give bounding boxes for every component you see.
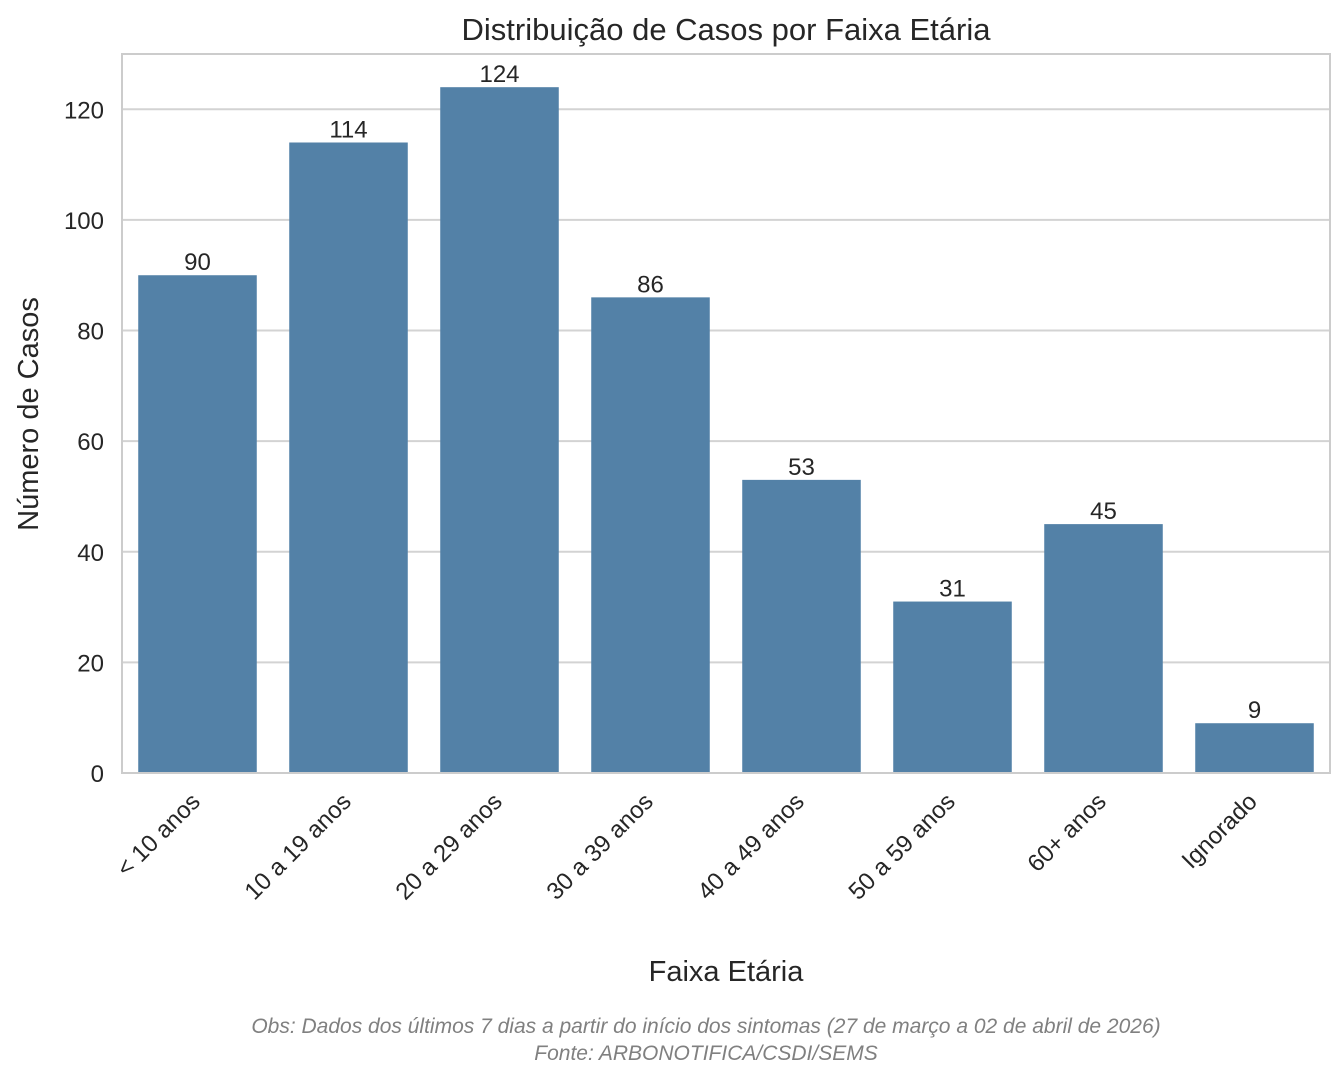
x-tick-label: 60+ anos [1022, 788, 1111, 877]
plot-frame [121, 53, 1331, 774]
x-tick-label: Ignorado [1177, 788, 1263, 874]
x-tick-label: 10 a 19 anos [240, 788, 357, 905]
footnote-source: Fonte: ARBONOTIFICA/CSDI/SEMS [534, 1042, 877, 1065]
y-tick-label: 120 [64, 97, 104, 124]
bar-2 [289, 142, 408, 773]
footnote-obs: Obs: Dados dos últimos 7 dias a partir d… [251, 1015, 1160, 1038]
data-label: 124 [479, 61, 519, 88]
data-labels: 90 114 124 86 53 31 45 9 [184, 61, 1261, 724]
data-label: 31 [939, 576, 966, 603]
x-tick-label: < 10 anos [112, 788, 206, 882]
bar-4 [591, 297, 710, 773]
y-axis-ticks: 0 20 40 60 80 100 120 [64, 97, 104, 788]
y-tick-label: 0 [91, 761, 104, 788]
x-tick-label: 30 a 39 anos [542, 788, 659, 905]
x-tick-label: 40 a 49 anos [693, 788, 810, 905]
x-axis-label: Faixa Etária [649, 956, 805, 988]
y-tick-label: 100 [64, 208, 104, 235]
bar-5 [742, 479, 861, 773]
data-label: 86 [637, 271, 664, 298]
bars [138, 87, 1314, 773]
x-tick-label: 50 a 59 anos [844, 788, 961, 905]
data-label: 53 [788, 454, 815, 481]
bar-7 [1044, 524, 1163, 773]
bar-6 [893, 601, 1012, 773]
x-tick-label: 20 a 29 anos [391, 788, 508, 905]
y-tick-label: 40 [77, 540, 104, 567]
chart-title: Distribuição de Casos por Faixa Etária [462, 12, 992, 47]
bar-8 [1195, 723, 1314, 773]
bar-3 [440, 87, 559, 773]
data-label: 9 [1248, 697, 1261, 724]
y-tick-label: 80 [77, 319, 104, 346]
y-tick-label: 20 [77, 650, 104, 677]
data-label: 90 [184, 249, 211, 276]
data-label: 45 [1090, 498, 1117, 525]
x-axis-ticks: < 10 anos 10 a 19 anos 20 a 29 anos 30 a 39… [112, 788, 1263, 905]
data-label: 114 [329, 116, 367, 143]
y-tick-label: 60 [77, 429, 104, 456]
bar-1 [138, 275, 257, 773]
y-axis-label: Número de Casos [13, 297, 45, 531]
